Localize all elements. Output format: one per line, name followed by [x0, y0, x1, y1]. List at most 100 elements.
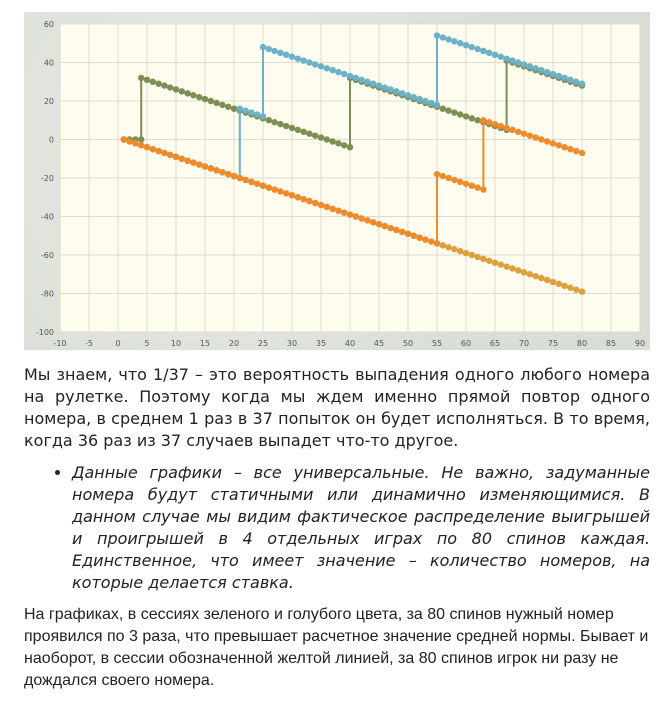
data-point: [213, 99, 220, 107]
data-point: [532, 272, 539, 280]
data-point: [358, 76, 365, 84]
data-point: [451, 246, 458, 253]
data-point: [578, 288, 586, 295]
data-point: [196, 161, 203, 168]
data-point: [132, 140, 139, 147]
data-point: [428, 238, 435, 245]
series-line: [123, 59, 583, 149]
data-point: [474, 253, 481, 261]
data-point: [265, 184, 272, 191]
bullet-item: Данные графики – все универсальные. Не в…: [72, 462, 650, 594]
data-point: [358, 215, 365, 222]
data-point: [254, 180, 261, 187]
data-point: [335, 140, 342, 147]
data-point: [433, 32, 441, 39]
data-point: [451, 38, 458, 45]
data-point: [126, 138, 133, 145]
data-point: [497, 122, 504, 130]
data-point: [474, 117, 481, 124]
data-point: [573, 147, 580, 155]
data-point: [526, 63, 533, 70]
data-point: [555, 72, 562, 80]
data-point: [457, 111, 464, 118]
data-point: [242, 107, 249, 114]
data-point: [312, 61, 319, 68]
data-point: [294, 55, 301, 62]
data-point: [196, 93, 203, 101]
paragraph-probability: Мы знаем, что 1/37 – это вероятность вып…: [24, 365, 650, 450]
data-point: [509, 265, 516, 272]
data-point: [259, 113, 267, 120]
data-point: [190, 159, 197, 166]
data-point: [468, 182, 475, 189]
data-point: [474, 45, 481, 53]
data-point: [312, 132, 319, 139]
data-point: [515, 267, 522, 274]
x-tick-label: 10: [171, 339, 181, 348]
data-point: [549, 278, 557, 286]
data-point: [178, 88, 185, 95]
data-point: [457, 178, 464, 186]
bullet-list: Данные графики – все универсальные. Не в…: [24, 462, 650, 594]
data-point: [155, 147, 162, 155]
data-point: [230, 105, 238, 112]
data-point: [364, 78, 371, 85]
data-point: [329, 205, 336, 212]
data-point: [341, 142, 348, 149]
x-tick-label: 85: [606, 339, 616, 348]
data-point: [474, 184, 481, 191]
data-point: [544, 276, 551, 284]
data-point: [462, 180, 470, 187]
data-point: [335, 207, 342, 214]
data-point: [491, 259, 499, 266]
series-2: [120, 117, 586, 247]
y-tick-label: 60: [44, 20, 54, 29]
data-point: [283, 122, 290, 130]
y-tick-label: -100: [36, 328, 54, 337]
line-chart: -10 -5 0 5 10 15 20 25 30 35 40 45 50 55 60 65 70 75 80 85 9…: [36, 20, 645, 348]
x-tick-label: 5: [144, 339, 149, 348]
x-tick-label: 45: [374, 339, 384, 348]
data-point: [317, 134, 325, 141]
data-point: [451, 176, 458, 184]
data-point: [555, 280, 562, 288]
data-point: [532, 134, 539, 141]
data-point: [520, 269, 528, 276]
data-point: [462, 113, 470, 120]
data-point: [184, 157, 191, 164]
data-point: [480, 186, 487, 193]
data-point: [138, 74, 145, 82]
y-tick-label: -60: [41, 251, 54, 260]
data-point: [294, 126, 301, 134]
data-point: [538, 274, 545, 282]
data-point: [497, 53, 504, 60]
y-tick-label: 40: [44, 59, 54, 68]
data-point: [201, 163, 209, 170]
data-point: [457, 40, 464, 47]
x-tick-label: 70: [519, 339, 529, 348]
data-point: [323, 65, 330, 72]
data-point: [364, 217, 371, 224]
data-point: [259, 43, 267, 51]
data-point: [346, 211, 354, 218]
data-point: [544, 138, 551, 145]
y-tick-label: -80: [41, 290, 54, 299]
data-point: [381, 222, 388, 230]
data-point: [549, 140, 557, 147]
data-point: [149, 145, 156, 153]
paragraph-sessions: На графиках, в сессиях зеленого и голубо…: [24, 606, 649, 689]
data-point: [393, 226, 400, 234]
chart-container: -10 -5 0 5 10 15 20 25 30 35 40 45 50 55 60 65 70 75 80 85 9…: [24, 12, 650, 350]
data-point: [532, 65, 539, 72]
data-point: [555, 142, 562, 149]
data-point: [486, 49, 493, 57]
data-point: [515, 59, 522, 66]
data-point: [283, 190, 290, 197]
data-point: [370, 80, 377, 87]
data-point: [375, 82, 383, 89]
data-point: [138, 136, 145, 143]
data-point: [346, 72, 354, 80]
article-text: Мы знаем, что 1/37 – это вероятность вып…: [24, 364, 650, 702]
data-point: [410, 232, 417, 239]
x-tick-label: 20: [229, 339, 239, 348]
